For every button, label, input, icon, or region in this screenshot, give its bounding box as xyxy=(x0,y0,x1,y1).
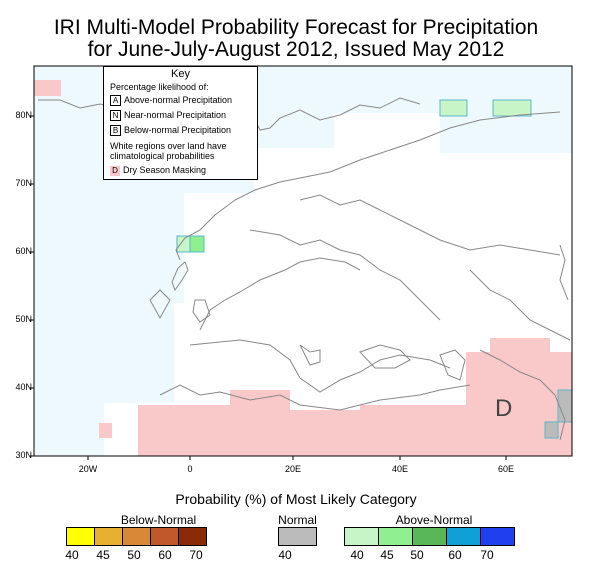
legend-above-label: Above-Normal xyxy=(395,513,473,527)
legend-swatch xyxy=(345,528,379,545)
tick: 40 xyxy=(278,548,292,562)
tick: 40 xyxy=(65,548,79,562)
key-title: Key xyxy=(171,68,190,80)
key-note: White regions over land have climatologi… xyxy=(110,141,227,161)
key-letter-d: D xyxy=(110,165,120,176)
legend-normal-bar xyxy=(278,527,317,546)
key-item-below: B Below-normal Precipitation xyxy=(110,125,232,137)
legend-title: Probability (%) of Most Likely Category xyxy=(175,491,417,507)
key-item-near: N Near-normal Precipitation xyxy=(110,110,227,122)
legend-swatch xyxy=(123,528,151,545)
tick: 45 xyxy=(96,548,110,562)
lon-label: 20E xyxy=(284,464,301,474)
title-line-1: IRI Multi-Model Probability Forecast for… xyxy=(53,16,539,39)
lon-label: 20W xyxy=(78,464,98,474)
map-frame xyxy=(33,65,573,457)
key-label-below: Below-normal Precipitation xyxy=(124,125,232,135)
tick: 50 xyxy=(127,548,141,562)
lat-label: 70N xyxy=(15,178,32,188)
legend-swatch xyxy=(95,528,123,545)
lon-label: 40E xyxy=(391,464,408,474)
legend-below-label: Below-Normal xyxy=(120,513,197,527)
lat-label: 60N xyxy=(15,246,32,256)
legend-above-bar xyxy=(344,527,515,546)
key-letter-b: B xyxy=(110,125,121,137)
legend-swatch xyxy=(279,528,316,545)
lon-label: 60E xyxy=(497,464,514,474)
key-letter-a: A xyxy=(110,95,121,107)
tick: 60 xyxy=(448,548,462,562)
tick: 70 xyxy=(480,548,494,562)
coastlines xyxy=(38,97,571,441)
map-key: Key Percentage likelihood of: A Above-nor… xyxy=(103,66,258,180)
key-label-above: Above-normal Precipitation xyxy=(124,95,233,105)
legend-swatch xyxy=(379,528,413,545)
legend-swatch xyxy=(447,528,481,545)
dry-season-mask xyxy=(34,80,572,456)
key-subtitle: Percentage likelihood of: xyxy=(110,82,209,92)
legend-swatch xyxy=(481,528,514,545)
tick: 40 xyxy=(350,548,364,562)
key-item-dry: D Dry Season Masking xyxy=(110,165,206,176)
axis-ticks xyxy=(30,115,507,460)
tick: 60 xyxy=(158,548,172,562)
tick: 45 xyxy=(380,548,394,562)
above-normal-patch xyxy=(176,99,532,253)
legend-normal-label: Normal xyxy=(278,513,317,527)
tick: 50 xyxy=(410,548,424,562)
lat-label: 50N xyxy=(15,314,32,324)
legend-swatch xyxy=(179,528,206,545)
key-letter-n: N xyxy=(110,110,121,122)
key-label-dry: Dry Season Masking xyxy=(123,165,207,175)
lat-label: 40N xyxy=(15,382,32,392)
legend-swatch xyxy=(413,528,447,545)
dry-letter-map: D xyxy=(495,395,512,422)
legend-swatch xyxy=(151,528,179,545)
lat-label: 30N xyxy=(15,450,32,460)
legend-below-bar xyxy=(66,527,207,546)
key-item-above: A Above-normal Precipitation xyxy=(110,95,233,107)
lat-label: 80N xyxy=(15,110,32,120)
lon-label: 0 xyxy=(187,464,193,474)
title-line-2: for June-July-August 2012, Issued May 20… xyxy=(87,38,505,61)
key-label-near: Near-normal Precipitation xyxy=(124,110,227,120)
tick: 70 xyxy=(189,548,203,562)
legend-swatch xyxy=(67,528,95,545)
